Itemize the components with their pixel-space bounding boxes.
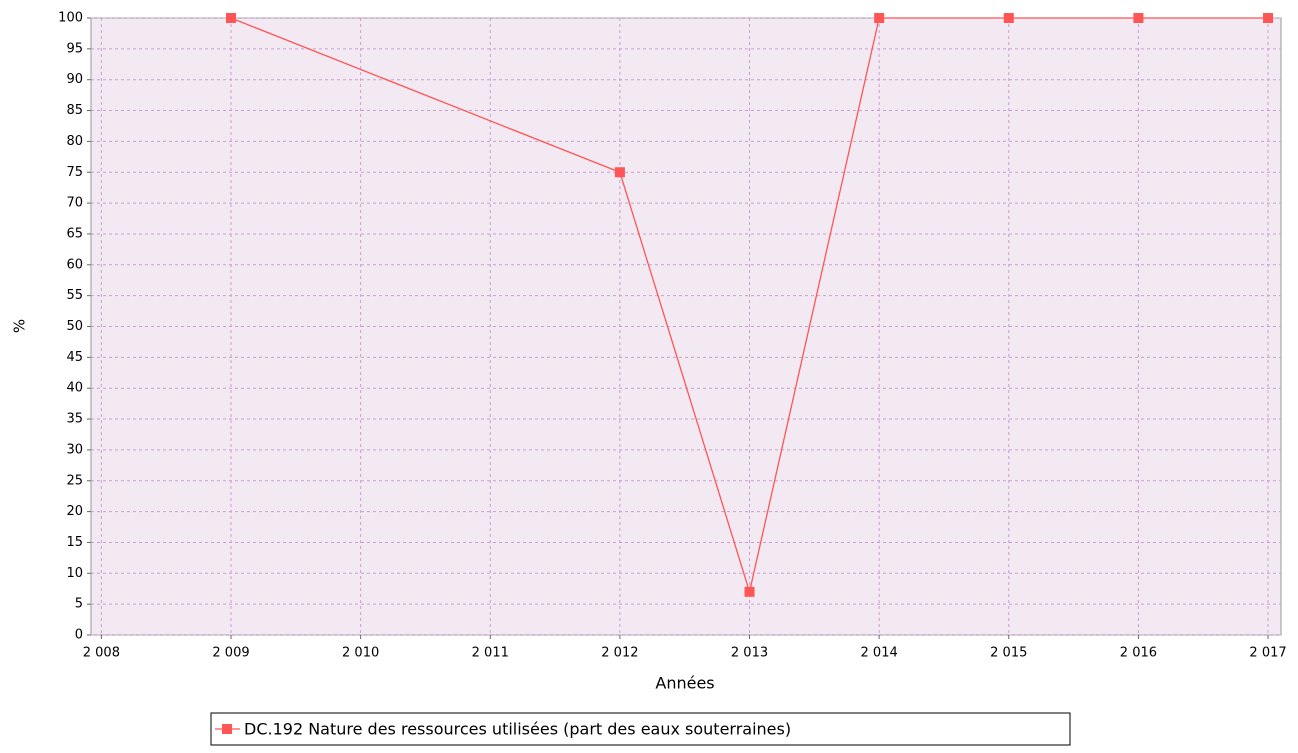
y-tick-label: 25 <box>66 473 83 488</box>
x-tick-label: 2 010 <box>342 646 379 661</box>
y-tick-label: 75 <box>66 165 83 180</box>
y-tick-label: 50 <box>66 319 83 334</box>
y-tick-label: 55 <box>66 288 83 303</box>
x-tick-label: 2 009 <box>212 646 249 661</box>
marker <box>1003 13 1014 23</box>
y-tick-label: 95 <box>66 41 83 56</box>
x-tick-label: 2 017 <box>1249 646 1286 661</box>
legend-marker <box>222 724 232 734</box>
x-tick-label: 2 014 <box>861 646 898 661</box>
y-tick-label: 70 <box>66 196 83 211</box>
y-axis-label: % <box>11 319 29 333</box>
y-tick-label: 65 <box>66 226 83 241</box>
legend-box <box>210 712 1071 746</box>
marker <box>1263 13 1274 23</box>
x-axis-label: Années <box>655 674 714 693</box>
y-tick-label: 30 <box>66 442 83 457</box>
x-tick-label: 2 016 <box>1120 646 1157 661</box>
x-tick-label: 2 012 <box>601 646 638 661</box>
x-tick-label: 2 015 <box>990 646 1027 661</box>
x-tick-label: 2 011 <box>472 646 509 661</box>
x-tick-label: 2 013 <box>731 646 768 661</box>
y-tick-label: 85 <box>66 103 83 118</box>
legend-label: DC.192 Nature des ressources utilisées (… <box>244 720 791 739</box>
y-tick-label: 100 <box>58 11 83 26</box>
y-tick-label: 20 <box>66 504 83 519</box>
marker <box>744 586 755 597</box>
y-tick-label: 15 <box>66 535 83 550</box>
y-tick-label: 80 <box>66 134 83 149</box>
y-tick-label: 10 <box>66 566 83 581</box>
y-tick-label: 45 <box>66 350 83 365</box>
marker <box>874 13 885 23</box>
y-tick-label: 0 <box>75 628 83 643</box>
marker <box>226 13 236 23</box>
y-tick-label: 5 <box>75 597 83 612</box>
y-tick-label: 35 <box>66 412 83 427</box>
y-tick-label: 90 <box>66 72 83 87</box>
y-tick-label: 60 <box>66 257 83 272</box>
x-tick-label: 2 008 <box>83 646 120 661</box>
marker <box>1133 13 1144 23</box>
marker <box>614 167 625 178</box>
y-tick-label: 40 <box>66 381 83 396</box>
